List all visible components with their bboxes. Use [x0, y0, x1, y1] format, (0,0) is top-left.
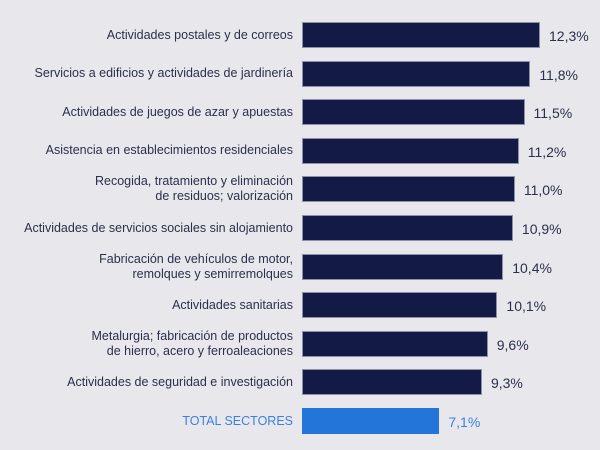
category-label: Actividades postales y de correos	[106, 27, 293, 42]
value-label: 11,8%	[539, 66, 578, 83]
category-label: Fabricación de vehículos de motor, remolq…	[99, 251, 293, 281]
bar	[302, 137, 519, 164]
bar-total	[302, 408, 440, 434]
value-label: 11,0%	[523, 182, 563, 199]
category-label: Actividades de servicios sociales sin al…	[24, 220, 293, 235]
category-label: Servicios a edificios y actividades de j…	[34, 66, 293, 81]
value-label: 10,1%	[506, 298, 547, 315]
category-label: Recogida, tratamiento y eliminación de re…	[94, 174, 293, 204]
bar	[302, 369, 482, 396]
value-label: 12,3%	[549, 28, 589, 44]
value-label: 10,4%	[512, 259, 552, 276]
bar	[302, 292, 498, 319]
bar	[302, 330, 488, 357]
value-label: 7,1%	[448, 414, 481, 430]
bar	[302, 60, 531, 87]
category-label: TOTAL SECTORES	[182, 413, 293, 428]
value-label: 9,3%	[490, 375, 523, 392]
bar	[302, 215, 513, 241]
bar	[302, 99, 525, 126]
bar	[302, 253, 504, 280]
value-label: 10,9%	[521, 221, 562, 237]
bar	[302, 22, 540, 48]
value-label: 11,2%	[527, 143, 567, 160]
value-label: 11,5%	[533, 105, 573, 122]
category-label: Actividades de juegos de azar y apuestas	[62, 104, 293, 119]
bar	[302, 176, 515, 203]
category-label: Asistencia en establecimientos residenci…	[45, 143, 293, 158]
category-label: Actividades sanitarias	[172, 297, 293, 312]
category-label: Metalurgia; fabricación de productos de h…	[91, 328, 293, 358]
category-label: Actividades de seguridad e investigación	[67, 374, 293, 389]
value-label: 9,6%	[496, 336, 529, 353]
